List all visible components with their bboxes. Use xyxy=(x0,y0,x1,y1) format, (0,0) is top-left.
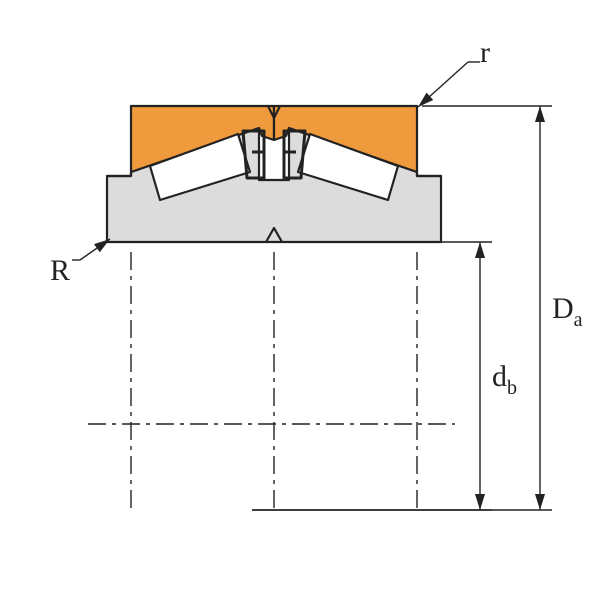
label-R: R xyxy=(50,254,70,287)
label-r: r xyxy=(480,36,490,69)
dim-label: Da xyxy=(552,292,583,331)
centerlines xyxy=(88,252,455,510)
parts xyxy=(107,106,441,242)
dim-label: db xyxy=(492,360,517,399)
bearing-diagram: db Da r R xyxy=(0,0,600,600)
